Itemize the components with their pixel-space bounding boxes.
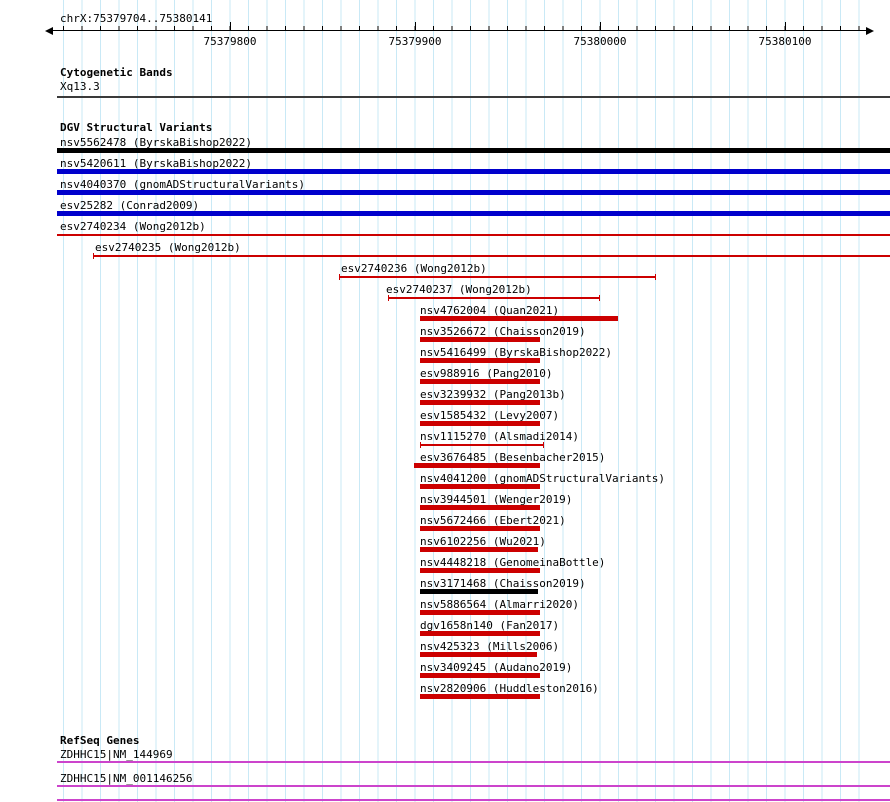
variant-label[interactable]: nsv6102256 (Wu2021) [420, 535, 546, 548]
variant-glyph[interactable] [57, 190, 890, 195]
axis-tick-label: 75379900 [388, 35, 442, 48]
variant-end-tick [543, 442, 544, 448]
variant-glyph[interactable] [420, 526, 540, 531]
variant-glyph[interactable] [57, 169, 890, 174]
variant-label[interactable]: dgv1658n140 (Fan2017) [420, 619, 560, 632]
axis-minor-ticks [63, 26, 863, 30]
variant-label[interactable]: nsv425323 (Mills2006) [420, 640, 560, 653]
variant-label[interactable]: nsv3944501 (Wenger2019) [420, 493, 573, 506]
variant-label[interactable]: nsv3409245 (Audano2019) [420, 661, 573, 674]
gene-glyph[interactable] [57, 799, 890, 801]
variant-end-tick [93, 253, 94, 259]
variant-glyph[interactable] [420, 400, 540, 405]
variant-end-tick [655, 274, 656, 280]
axis-tick [230, 22, 231, 30]
variant-end-tick [339, 274, 340, 280]
axis-tick-label: 75380000 [573, 35, 627, 48]
axis-tick [415, 22, 416, 30]
gene-glyph[interactable] [57, 761, 890, 763]
variant-glyph[interactable] [420, 631, 540, 636]
variant-label[interactable]: esv3239932 (Pang2013b) [420, 388, 566, 401]
variant-glyph[interactable] [420, 589, 538, 594]
variant-label[interactable]: nsv5420611 (ByrskaBishop2022) [60, 157, 253, 170]
variant-glyph[interactable] [93, 255, 890, 257]
variant-glyph[interactable] [57, 234, 890, 236]
variant-glyph[interactable] [420, 337, 540, 342]
gene-glyph[interactable] [57, 785, 890, 787]
axis-tick-label: 75379800 [203, 35, 257, 48]
variant-label[interactable]: esv2740236 (Wong2012b) [341, 262, 487, 275]
refseq-genes-header: RefSeq Genes [60, 734, 140, 747]
gene-label[interactable]: ZDHHC15|NM_001146256 [60, 772, 193, 785]
region-label: chrX:75379704..75380141 [60, 12, 213, 25]
variant-glyph[interactable] [420, 358, 540, 363]
cytoband-label: Xq13.3 [60, 80, 100, 93]
variant-glyph[interactable] [420, 484, 540, 489]
variant-glyph[interactable] [420, 673, 540, 678]
variant-glyph[interactable] [57, 211, 890, 216]
variant-label[interactable]: nsv3526672 (Chaisson2019) [420, 325, 586, 338]
axis-arrow-left-icon [45, 27, 53, 35]
axis-tick [600, 22, 601, 30]
variant-label[interactable]: nsv1115270 (Alsmadi2014) [420, 430, 579, 443]
variant-label[interactable]: nsv4762004 (Quan2021) [420, 304, 560, 317]
axis-tick-label: 75380100 [758, 35, 812, 48]
variant-glyph[interactable] [414, 463, 540, 468]
variant-glyph[interactable] [420, 421, 540, 426]
variant-label[interactable]: nsv4040370 (gnomADStructuralVariants) [60, 178, 306, 191]
variant-end-tick [420, 442, 421, 448]
gene-label[interactable]: ZDHHC15|NM_144969 [60, 748, 173, 761]
variant-glyph[interactable] [420, 694, 540, 699]
variant-glyph[interactable] [57, 148, 890, 153]
variant-glyph[interactable] [339, 276, 656, 278]
variant-glyph[interactable] [388, 297, 600, 299]
axis-tick [785, 22, 786, 30]
variant-glyph[interactable] [420, 444, 544, 446]
cytoband-glyph[interactable] [57, 96, 890, 98]
variant-label[interactable]: nsv5886564 (Almarri2020) [420, 598, 579, 611]
variant-label[interactable]: nsv3171468 (Chaisson2019) [420, 577, 586, 590]
cytogenetic-bands-header: Cytogenetic Bands [60, 66, 173, 79]
variant-glyph[interactable] [420, 568, 540, 573]
variant-end-tick [388, 295, 389, 301]
variant-label[interactable]: nsv4448218 (GenomeinaBottle) [420, 556, 606, 569]
variant-label[interactable]: nsv5416499 (ByrskaBishop2022) [420, 346, 613, 359]
variant-glyph[interactable] [420, 652, 537, 657]
variant-label[interactable]: esv2740235 (Wong2012b) [95, 241, 241, 254]
variant-label[interactable]: esv25282 (Conrad2009) [60, 199, 200, 212]
variant-label[interactable]: esv1585432 (Levy2007) [420, 409, 560, 422]
variant-glyph[interactable] [420, 547, 538, 552]
variant-label[interactable]: esv3676485 (Besenbacher2015) [420, 451, 606, 464]
axis-line [53, 30, 866, 31]
variant-label[interactable]: nsv5672466 (Ebert2021) [420, 514, 566, 527]
variant-glyph[interactable] [420, 316, 618, 321]
variant-label[interactable]: esv988916 (Pang2010) [420, 367, 553, 380]
variant-glyph[interactable] [420, 505, 540, 510]
dgv-structural-variants-header: DGV Structural Variants [60, 121, 213, 134]
variant-label[interactable]: esv2740237 (Wong2012b) [386, 283, 532, 296]
variant-label[interactable]: nsv5562478 (ByrskaBishop2022) [60, 136, 253, 149]
variant-end-tick [599, 295, 600, 301]
axis-arrow-right-icon [866, 27, 874, 35]
variant-glyph[interactable] [420, 379, 540, 384]
variant-label[interactable]: esv2740234 (Wong2012b) [60, 220, 206, 233]
variant-label[interactable]: nsv4041200 (gnomADStructuralVariants) [420, 472, 666, 485]
variant-glyph[interactable] [420, 610, 540, 615]
variant-label[interactable]: nsv2820906 (Huddleston2016) [420, 682, 599, 695]
